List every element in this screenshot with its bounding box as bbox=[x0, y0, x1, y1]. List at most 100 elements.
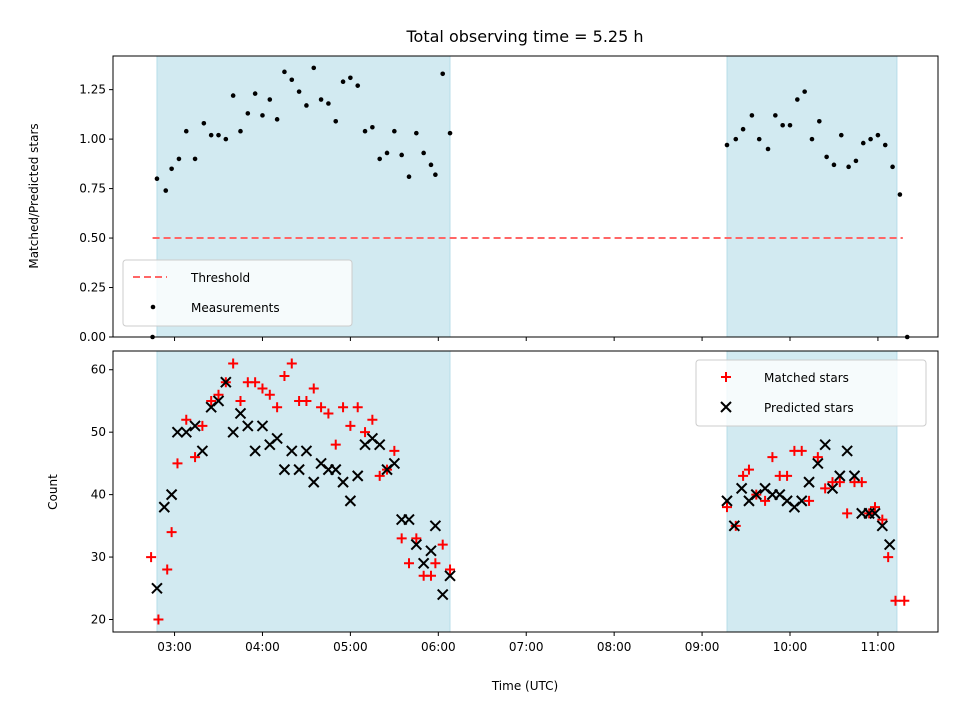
matched-stars-marker bbox=[146, 552, 157, 563]
measurements-marker bbox=[406, 174, 412, 180]
predicted-stars-marker bbox=[227, 426, 239, 438]
predicted-stars-marker bbox=[750, 488, 763, 501]
measurements-marker bbox=[230, 93, 236, 98]
count-y-tick-label: 20 bbox=[91, 613, 106, 627]
matched-stars-marker bbox=[360, 427, 371, 438]
measurements-marker bbox=[392, 128, 397, 134]
measurements-marker bbox=[304, 103, 309, 108]
measurements-marker bbox=[176, 156, 182, 162]
matched-stars-marker bbox=[890, 595, 901, 606]
measurements-marker bbox=[377, 156, 382, 162]
predicted-stars-marker bbox=[425, 545, 437, 557]
matched-stars-marker bbox=[316, 402, 327, 413]
predicted-stars-marker bbox=[721, 495, 733, 507]
predicted-stars-marker bbox=[330, 463, 342, 476]
matched-stars-marker bbox=[730, 520, 741, 531]
measurements-marker bbox=[223, 136, 229, 142]
predicted-stars-marker bbox=[308, 476, 320, 488]
threshold-legend-label: Threshold bbox=[190, 271, 250, 285]
matched-stars-marker bbox=[738, 470, 749, 481]
measurements-marker bbox=[447, 130, 453, 136]
measurements-marker bbox=[817, 119, 822, 124]
x-tick-label: 10:00 bbox=[773, 640, 808, 654]
matched-stars-marker bbox=[820, 483, 831, 494]
predicted-stars-marker bbox=[189, 420, 201, 432]
x-tick-label: 08:00 bbox=[597, 640, 632, 654]
predicted-stars-marker bbox=[344, 495, 357, 507]
predicted-stars-marker bbox=[436, 588, 449, 601]
count-legend: Matched stars Predicted stars bbox=[695, 359, 927, 427]
matched-stars-marker bbox=[883, 552, 894, 563]
count-y-tick-label: 30 bbox=[91, 550, 106, 564]
matched-stars-marker bbox=[166, 527, 177, 538]
predicted-stars-marker bbox=[242, 420, 254, 432]
matched-stars-marker bbox=[257, 383, 268, 394]
measurements-marker bbox=[802, 89, 807, 94]
measurements-marker bbox=[882, 142, 888, 148]
predicted-stars-marker bbox=[883, 538, 896, 551]
count-legend-box bbox=[695, 359, 927, 427]
measurements-legend-label: Measurements bbox=[191, 301, 280, 315]
matched-stars-marker bbox=[301, 395, 312, 406]
predicted-stars-marker bbox=[286, 445, 298, 457]
count-panel: 20 30 40 50 60 03:00 04:00 05:00 06:00 07:00 08:00… bbox=[46, 350, 939, 693]
measurements-marker bbox=[824, 154, 829, 160]
x-tick-label: 09:00 bbox=[685, 640, 720, 654]
measurements-legend-swatch bbox=[150, 304, 156, 310]
matched-stars-marker bbox=[308, 383, 319, 394]
predicted-stars-marker bbox=[220, 376, 232, 388]
measurements-marker bbox=[326, 101, 331, 106]
matched-stars-marker bbox=[323, 408, 334, 419]
predicted-stars-marker bbox=[403, 513, 415, 526]
predicted-stars-marker bbox=[388, 457, 401, 470]
predicted-stars-marker bbox=[848, 470, 861, 482]
ratio-y-tick-label: 0.00 bbox=[79, 330, 106, 344]
measurements-marker bbox=[208, 132, 214, 138]
predicted-stars-marker bbox=[417, 557, 430, 570]
measurements-marker bbox=[311, 65, 317, 71]
x-tick-label: 03:00 bbox=[157, 640, 192, 654]
measurements-marker bbox=[267, 97, 273, 102]
predicted-stars-marker bbox=[373, 438, 386, 451]
measurements-marker bbox=[192, 156, 198, 162]
ratio-y-axis-label: Matched/Predicted stars bbox=[27, 123, 41, 268]
predicted-stars-legend-swatch bbox=[720, 401, 732, 413]
count-shaded-interval bbox=[156, 350, 451, 633]
measurements-marker bbox=[740, 126, 746, 132]
x-tick-label: 06:00 bbox=[421, 640, 456, 654]
measurements-marker bbox=[780, 122, 785, 128]
measurements-marker bbox=[384, 150, 390, 156]
x-tick-label: 11:00 bbox=[861, 640, 896, 654]
matched-stars-legend-label: Matched stars bbox=[764, 371, 849, 385]
measurements-marker bbox=[787, 122, 793, 128]
predicted-stars-marker bbox=[271, 432, 283, 445]
predicted-stars-marker bbox=[876, 520, 889, 532]
predicted-stars-marker bbox=[151, 582, 163, 594]
measurements-marker bbox=[252, 91, 258, 96]
matched-stars-marker bbox=[812, 452, 823, 463]
matched-stars-marker bbox=[190, 452, 201, 463]
matched-stars-marker bbox=[181, 414, 192, 425]
matched-stars-marker bbox=[264, 389, 275, 400]
x-axis-label: Time (UTC) bbox=[491, 679, 558, 693]
predicted-stars-marker bbox=[819, 438, 831, 451]
predicted-stars-marker bbox=[728, 520, 741, 532]
count-panel-frame bbox=[112, 350, 939, 633]
matched-stars-marker bbox=[250, 377, 261, 388]
measurements-marker bbox=[724, 142, 730, 148]
measurements-marker bbox=[853, 158, 859, 164]
predicted-stars-marker bbox=[180, 426, 192, 438]
predicted-stars-marker bbox=[337, 476, 349, 488]
measurements-marker bbox=[163, 188, 169, 193]
measurements-marker bbox=[340, 79, 346, 85]
measurements-marker bbox=[831, 162, 837, 168]
predicted-stars-marker bbox=[796, 495, 808, 507]
ratio-y-tick-label: 0.25 bbox=[79, 281, 106, 295]
count-y-tick-label: 60 bbox=[91, 363, 106, 377]
predicted-stars-marker bbox=[171, 426, 184, 438]
count-y-axis-label: Count bbox=[46, 474, 60, 510]
matched-stars-marker bbox=[404, 558, 415, 569]
matched-stars-marker bbox=[796, 445, 807, 456]
matched-stars-marker bbox=[279, 370, 290, 381]
predicted-stars-marker bbox=[803, 476, 815, 488]
